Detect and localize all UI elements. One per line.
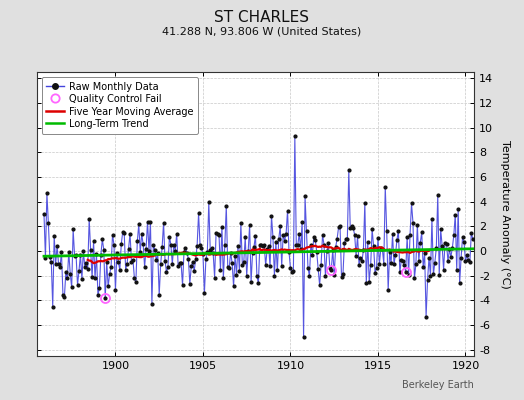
Legend: Raw Monthly Data, Quality Control Fail, Five Year Moving Average, Long-Term Tren: Raw Monthly Data, Quality Control Fail, … [41,77,198,134]
Text: 41.288 N, 93.806 W (United States): 41.288 N, 93.806 W (United States) [162,26,362,36]
Y-axis label: Temperature Anomaly (°C): Temperature Anomaly (°C) [500,140,510,288]
Text: Berkeley Earth: Berkeley Earth [402,380,474,390]
Text: ST CHARLES: ST CHARLES [214,10,310,25]
